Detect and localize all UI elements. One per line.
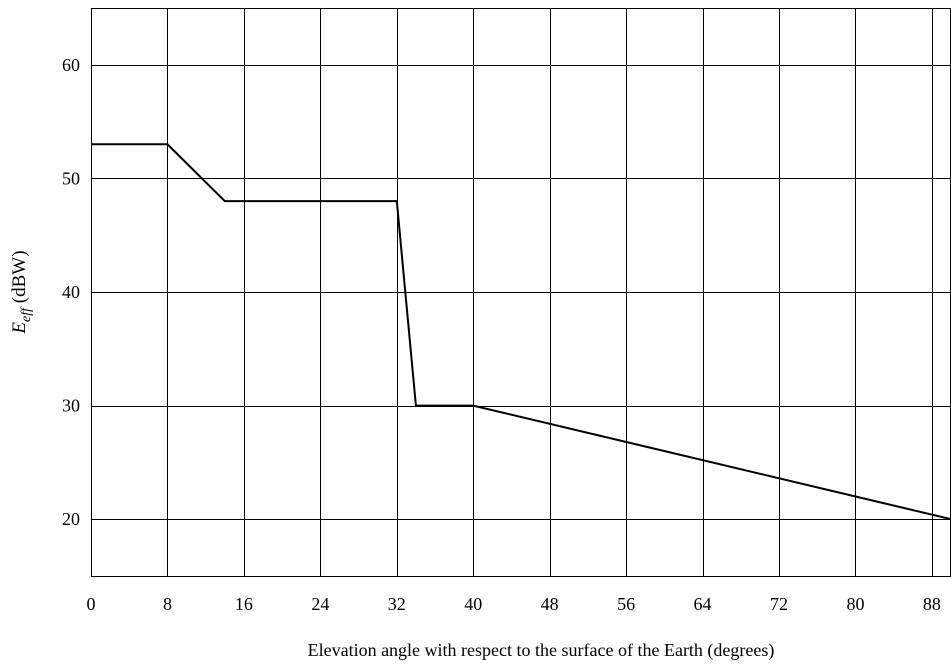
x-tick-labels: 0 8 16 24 32 40 48 56 64 72 80 88	[87, 594, 941, 614]
x-tick-label: 0	[87, 594, 96, 614]
y-axis-title-subscript: eff	[19, 306, 34, 322]
x-tick-label: 48	[541, 594, 559, 614]
x-tick-label: 80	[846, 594, 864, 614]
x-tick-label: 8	[163, 594, 172, 614]
x-axis-title: Elevation angle with respect to the surf…	[308, 640, 775, 661]
x-tick-label: 32	[388, 594, 406, 614]
y-tick-labels: 20 30 40 50 60	[62, 55, 80, 529]
grid	[91, 8, 951, 576]
y-axis-title-base: E	[9, 322, 30, 335]
series-line	[91, 143, 951, 521]
series-layer	[91, 143, 951, 521]
x-tick-label: 72	[770, 594, 788, 614]
x-tick-label: 16	[235, 594, 253, 614]
x-tick-label: 24	[311, 594, 329, 614]
y-axis-title: Eeff (dBW)	[9, 250, 34, 334]
y-tick-label: 40	[62, 282, 80, 302]
x-tick-label: 64	[694, 594, 712, 614]
x-tick-label: 56	[617, 594, 635, 614]
y-tick-label: 60	[62, 55, 80, 75]
y-tick-label: 20	[62, 509, 80, 529]
y-tick-label: 30	[62, 396, 80, 416]
y-tick-label: 50	[62, 168, 80, 188]
x-tick-label: 88	[923, 594, 941, 614]
x-tick-label: 40	[464, 594, 482, 614]
y-axis-title-unit: (dBW)	[9, 250, 30, 308]
